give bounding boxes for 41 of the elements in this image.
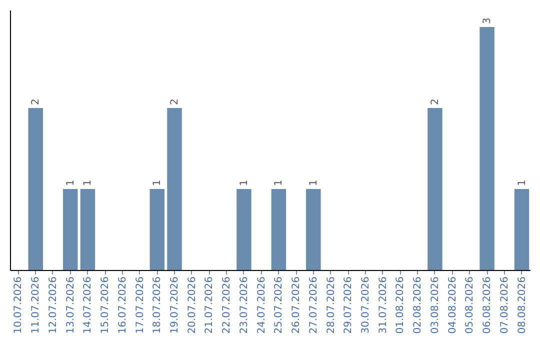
x-tick-label: 29.07.2026 <box>343 276 354 334</box>
x-tick-label: 10.07.2026 <box>13 276 24 334</box>
data-label: 2 <box>430 98 441 106</box>
data-label: 1 <box>65 180 76 186</box>
data-label: 2 <box>170 98 181 106</box>
x-tick-label: 19.07.2026 <box>170 276 181 334</box>
x-tick-label: 23.07.2026 <box>238 276 250 334</box>
x-tick-label: 13.07.2026 <box>65 276 76 334</box>
x-tick-label: 27.07.2026 <box>308 276 320 334</box>
x-tick-label: 30.07.2026 <box>360 276 372 334</box>
x-tick-label: 01.08.2026 <box>395 276 406 334</box>
x-tick-label: 14.07.2026 <box>82 276 94 334</box>
x-tick-label: 07.08.2026 <box>499 276 510 334</box>
x-tick-label: 15.07.2026 <box>100 276 112 334</box>
x-tick-label: 06.08.2026 <box>482 276 494 334</box>
data-label: 1 <box>274 180 285 186</box>
data-label: 1 <box>152 180 164 186</box>
data-label: 2 <box>30 98 42 106</box>
x-tick-label: 31.07.2026 <box>378 276 389 334</box>
x-tick-label: 05.08.2026 <box>464 276 476 334</box>
x-tick-label: 21.07.2026 <box>204 276 216 334</box>
x-tick-label: 11.07.2026 <box>30 276 42 334</box>
x-tick-label: 25.07.2026 <box>274 276 285 334</box>
data-label: 1 <box>238 180 250 186</box>
data-label: 1 <box>516 180 528 186</box>
x-tick-label: 02.08.2026 <box>412 276 424 334</box>
x-tick-label: 17.07.2026 <box>134 276 146 334</box>
x-tick-label: 08.08.2026 <box>516 276 528 334</box>
data-label: 3 <box>482 18 494 24</box>
x-tick-label: 26.07.2026 <box>291 276 302 334</box>
x-tick-label: 18.07.2026 <box>152 276 164 334</box>
x-tick-label: 20.07.2026 <box>186 276 198 334</box>
data-label: 1 <box>82 180 94 186</box>
x-tick-label: 16.07.2026 <box>117 276 128 334</box>
x-tick-label: 03.08.2026 <box>430 276 441 334</box>
x-tick-label: 24.07.2026 <box>256 276 268 334</box>
x-tick-label: 12.07.2026 <box>48 276 59 334</box>
x-tick-label: 28.07.2026 <box>326 276 337 334</box>
x-tick-label: 04.08.2026 <box>447 276 458 334</box>
x-tick-label: 22.07.2026 <box>222 276 233 334</box>
data-label: 1 <box>308 180 320 186</box>
